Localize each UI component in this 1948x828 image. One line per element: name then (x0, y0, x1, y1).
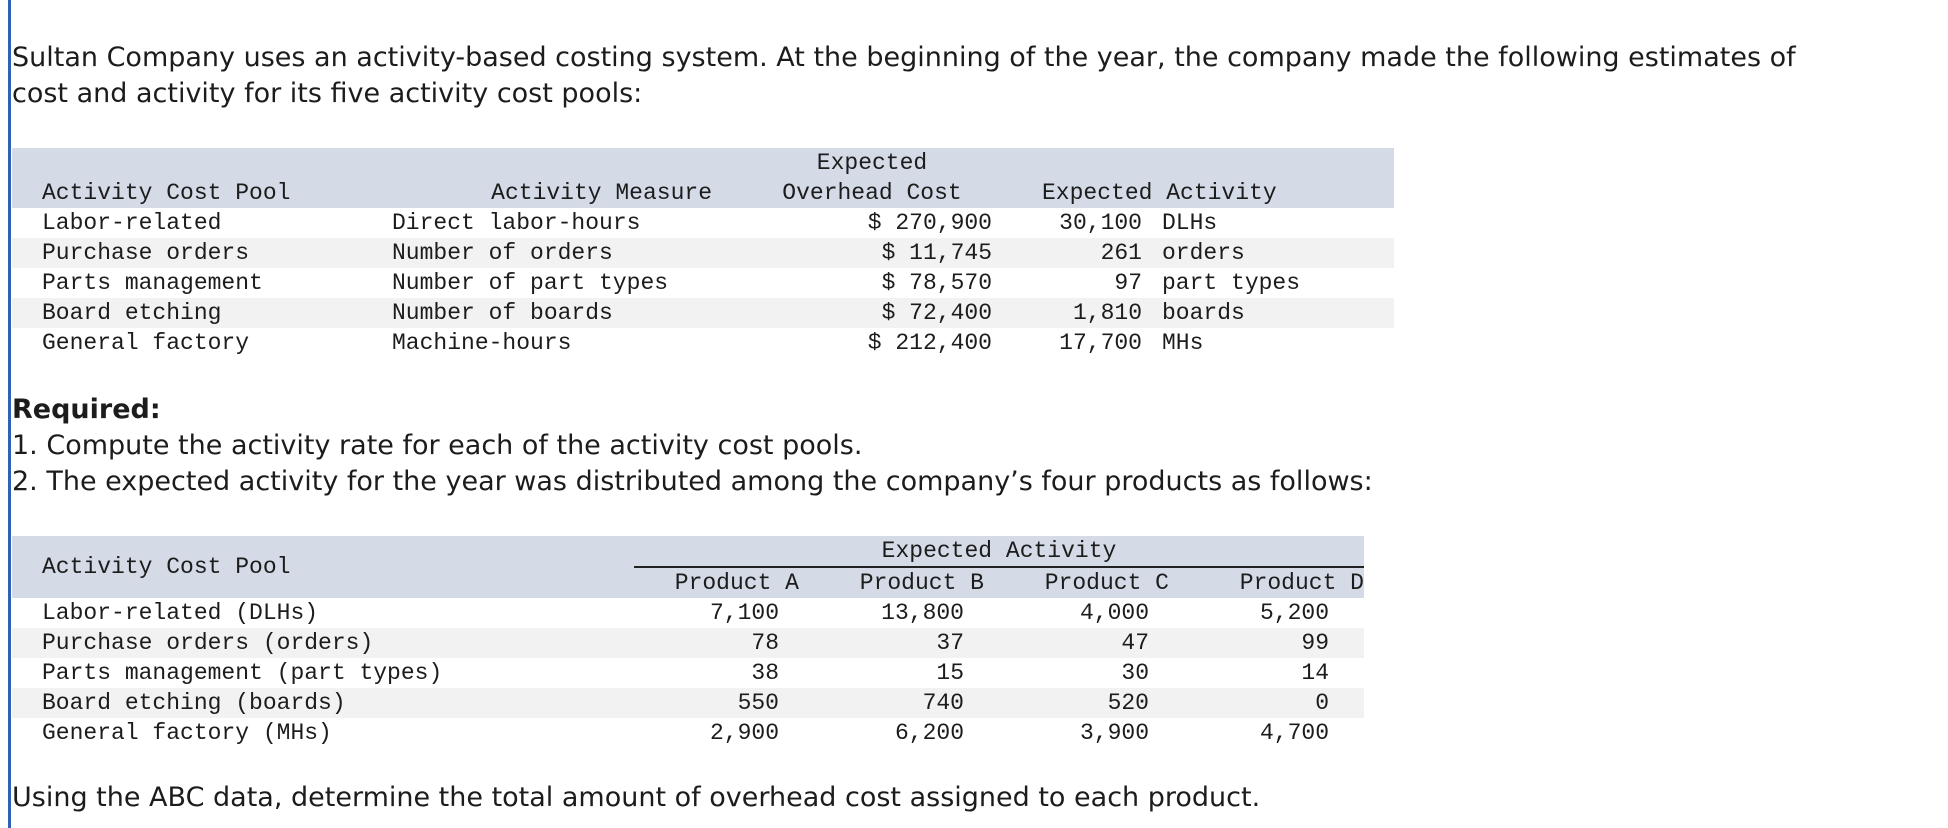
product-a-value: 78 (751, 630, 779, 656)
closing-instruction: Using the ABC data, determine the total … (12, 782, 1261, 813)
pool-name: Labor-related (DLHs) (42, 600, 319, 626)
product-b-value: 15 (936, 660, 964, 686)
product-d-value: 99 (1301, 630, 1329, 656)
required-section: Required: 1. Compute the activity rate f… (12, 392, 1373, 500)
table-row: Purchase orders (orders) 78 37 47 99 (12, 628, 1364, 658)
activity-qty: 30,100 (1059, 210, 1142, 236)
product-d-value: 4,700 (1259, 720, 1329, 746)
pool-name: Parts management (42, 270, 263, 296)
activity-cost-pool-header: Activity Cost Pool (42, 554, 291, 580)
table-row: Parts management Number of part types $ … (12, 268, 1394, 298)
product-a-value: 2,900 (709, 720, 779, 746)
product-b-value: 740 (922, 690, 964, 716)
table1-header-row-bottom: Activity Cost Pool Activity Measure Over… (12, 178, 1394, 208)
overhead-cost: $ 72,400 (881, 300, 992, 326)
product-a-header: Product A (674, 570, 799, 596)
pool-name: Purchase orders (orders) (42, 630, 374, 656)
table-row: Parts management (part types) 38 15 30 1… (12, 658, 1364, 688)
expected-activity-header: Expected Activity (1042, 180, 1277, 206)
overhead-cost: $ 11,745 (881, 240, 992, 266)
pool-name: General factory (MHs) (42, 720, 332, 746)
expected-cost-header-top: Expected (816, 150, 928, 176)
activity-unit: DLHs (1162, 210, 1218, 236)
product-b-header: Product B (859, 570, 984, 596)
pool-name: Board etching (boards) (42, 690, 346, 716)
product-b-value: 13,800 (881, 600, 964, 626)
table2-header-row-top: Activity Cost Pool Expected Activity (12, 536, 1364, 580)
intro-paragraph: Sultan Company uses an activity-based co… (12, 40, 1796, 112)
table-row: General factory Machine-hours $ 212,400 … (12, 328, 1394, 358)
expected-activity-group-header: Expected Activity (634, 536, 1364, 568)
intro-line-2: cost and activity for its five activity … (12, 78, 643, 109)
product-b-value: 37 (936, 630, 964, 656)
overhead-cost: $ 270,900 (867, 210, 992, 236)
pool-name: Board etching (42, 300, 222, 326)
activity-cost-pool-header: Activity Cost Pool (42, 180, 291, 206)
activity-qty: 17,700 (1059, 330, 1142, 356)
table-row: Labor-related (DLHs) 7,100 13,800 4,000 … (12, 598, 1364, 628)
product-b-value: 6,200 (894, 720, 964, 746)
activity-measure: Number of orders (392, 240, 613, 266)
product-activity-table: Activity Cost Pool Expected Activity Pro… (12, 536, 1364, 748)
product-d-value: 14 (1301, 660, 1329, 686)
table-row: Board etching (boards) 550 740 520 0 (12, 688, 1364, 718)
pool-name: Labor-related (42, 210, 222, 236)
activity-measure-header: Activity Measure (491, 180, 712, 206)
cost-pool-estimates-table: Expected Activity Cost Pool Activity Mea… (12, 148, 1394, 358)
activity-unit: MHs (1162, 330, 1204, 356)
product-c-value: 3,900 (1079, 720, 1149, 746)
overhead-cost: $ 78,570 (881, 270, 992, 296)
product-c-header: Product C (1044, 570, 1169, 596)
product-a-value: 550 (737, 690, 779, 716)
table-row: Board etching Number of boards $ 72,400 … (12, 298, 1394, 328)
activity-measure: Number of part types (392, 270, 669, 296)
product-c-value: 47 (1121, 630, 1149, 656)
intro-line-1: Sultan Company uses an activity-based co… (12, 42, 1796, 73)
table1-header-row-top: Expected (12, 148, 1394, 178)
activity-unit: orders (1162, 240, 1245, 266)
activity-qty: 97 (1114, 270, 1142, 296)
activity-unit: part types (1162, 270, 1301, 296)
product-a-value: 7,100 (709, 600, 779, 626)
product-a-value: 38 (751, 660, 779, 686)
overhead-cost: $ 212,400 (867, 330, 992, 356)
activity-measure: Machine-hours (392, 330, 572, 356)
pool-name: Parts management (part types) (42, 660, 443, 686)
activity-unit: boards (1162, 300, 1245, 326)
product-d-value: 0 (1315, 690, 1329, 716)
activity-measure: Number of boards (392, 300, 613, 326)
pool-name: General factory (42, 330, 250, 356)
pool-name: Purchase orders (42, 240, 250, 266)
table-row: Labor-related Direct labor-hours $ 270,9… (12, 208, 1394, 238)
activity-qty: 261 (1100, 240, 1142, 266)
left-accent-rule (8, 0, 11, 828)
required-heading: Required: (12, 394, 161, 425)
activity-measure: Direct labor-hours (392, 210, 641, 236)
activity-qty: 1,810 (1072, 300, 1142, 326)
product-d-header: Product D (1239, 570, 1364, 596)
product-d-value: 5,200 (1259, 600, 1329, 626)
product-c-value: 520 (1107, 690, 1149, 716)
table-row: General factory (MHs) 2,900 6,200 3,900 … (12, 718, 1364, 748)
table-row: Purchase orders Number of orders $ 11,74… (12, 238, 1394, 268)
required-item-2: 2. The expected activity for the year wa… (12, 466, 1373, 497)
product-c-value: 4,000 (1079, 600, 1149, 626)
required-item-1: 1. Compute the activity rate for each of… (12, 430, 863, 461)
expected-cost-header-bottom: Overhead Cost (782, 180, 962, 206)
product-c-value: 30 (1121, 660, 1149, 686)
